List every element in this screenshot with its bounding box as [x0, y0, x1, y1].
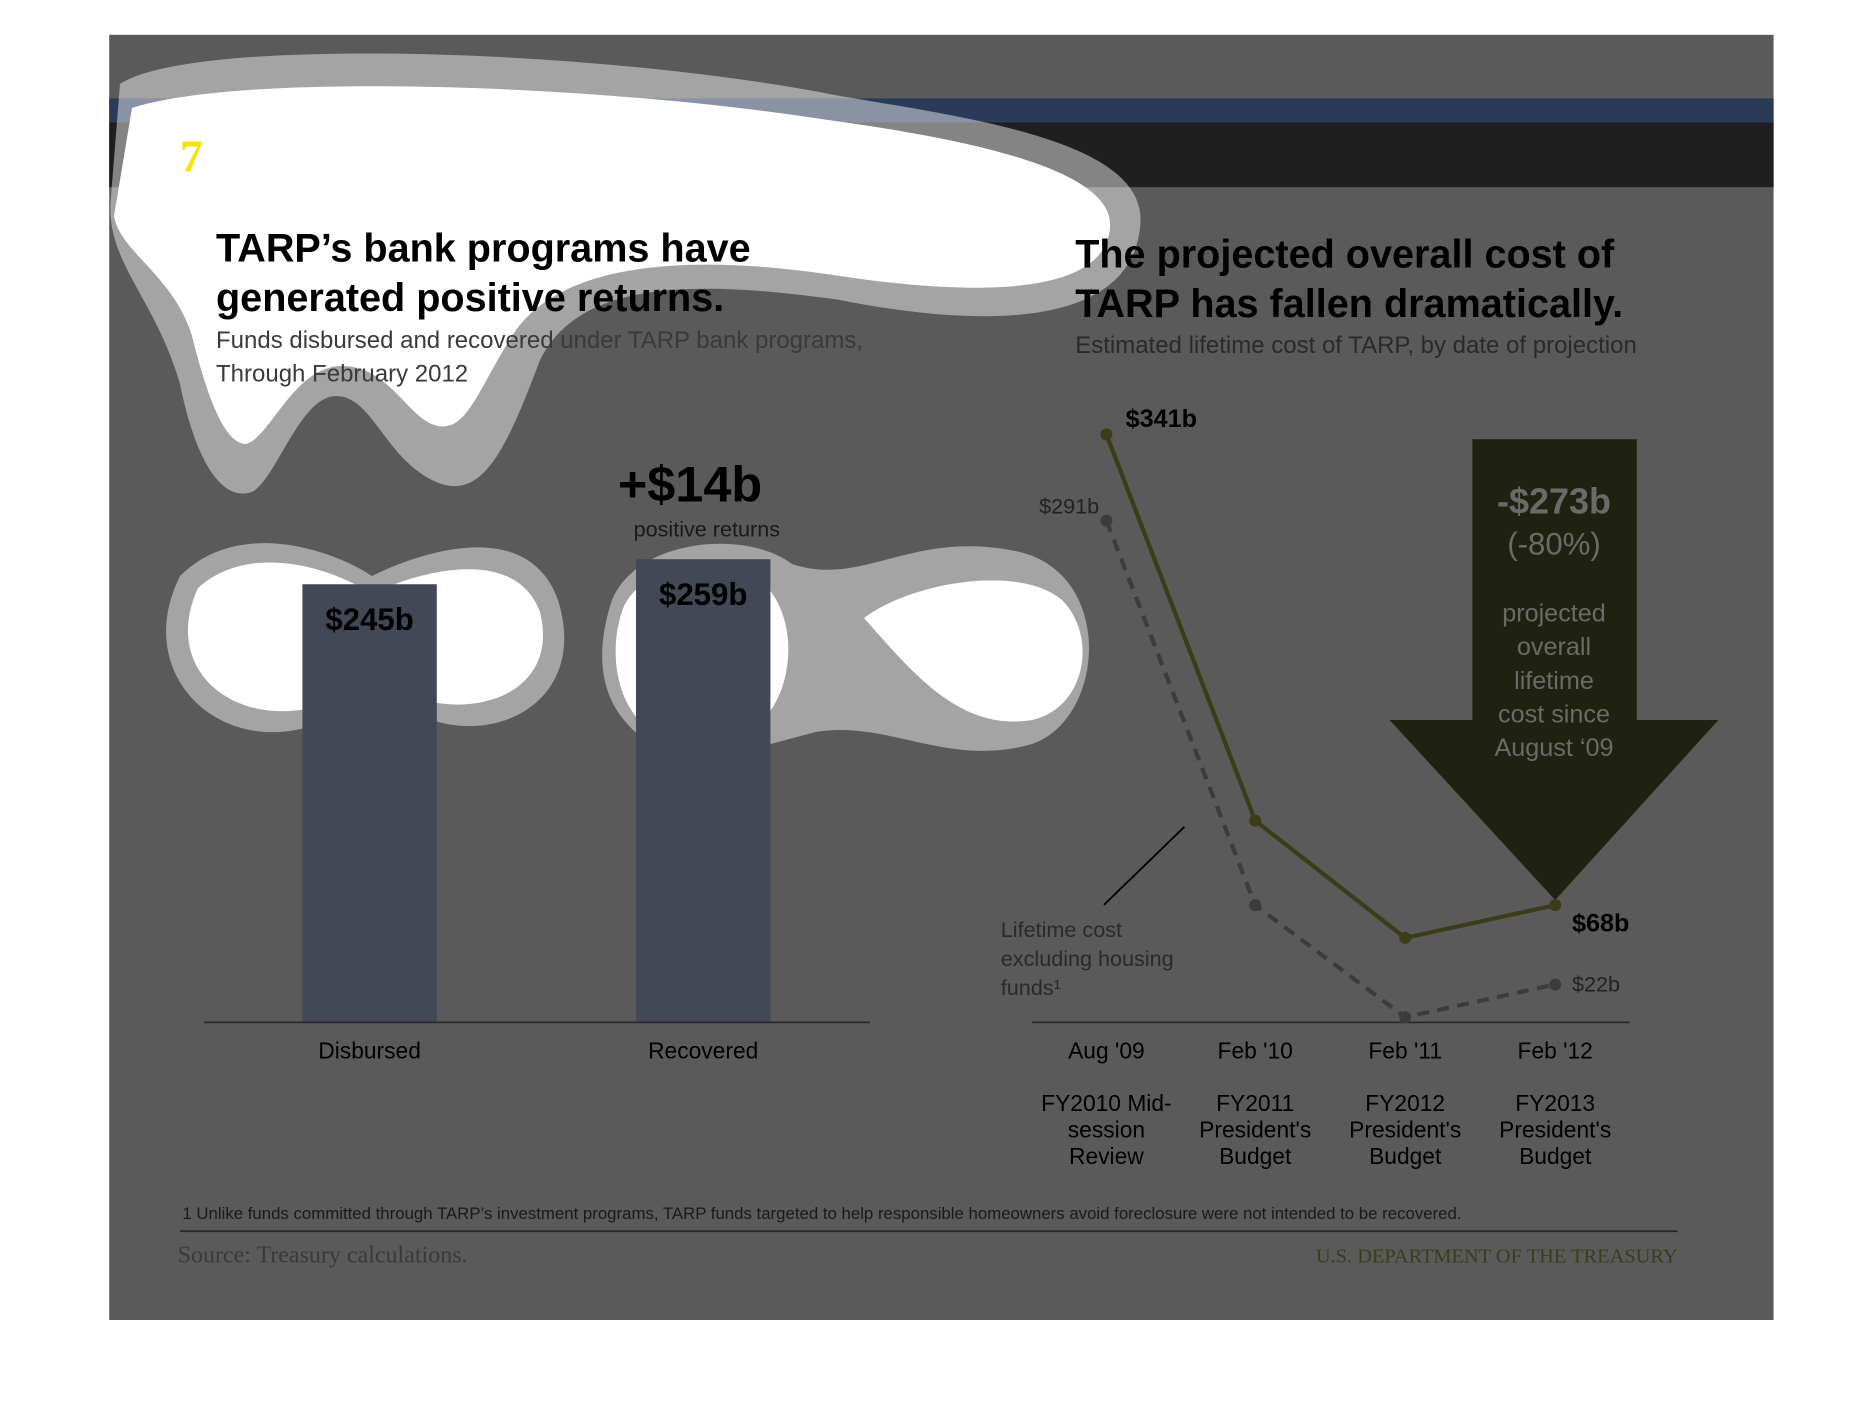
- annotation-value: +$14b: [618, 456, 762, 513]
- chart-subtitle: Through February 2012: [216, 361, 468, 388]
- value-label: $259b: [659, 577, 747, 612]
- agency: U.S. DEPARTMENT OF THE TREASURY: [1316, 1245, 1678, 1267]
- annotation-text: cost since: [1498, 700, 1610, 728]
- footnote: 1 Unlike funds committed through TARP’s …: [182, 1204, 1461, 1223]
- slide-title: The Financial Rescue: [224, 131, 619, 182]
- arrow-annotation: [1389, 439, 1719, 900]
- series-point: [1100, 514, 1113, 527]
- series-point: [1249, 814, 1262, 827]
- series-point: [1399, 931, 1412, 944]
- chart-title: generated positive returns.: [216, 276, 724, 320]
- x-tick-label: Feb '11: [1368, 1037, 1442, 1063]
- series-label: funds¹: [1001, 975, 1061, 1000]
- chart-subtitle: Funds disbursed and recovered under TARP…: [216, 327, 863, 354]
- chart-subtitle: Estimated lifetime cost of TARP, by date…: [1075, 332, 1637, 359]
- blob-core: [114, 86, 1111, 444]
- series-point: [1249, 899, 1262, 912]
- annotation-percent: (-80%): [1507, 526, 1601, 561]
- series-line: [1104, 519, 1556, 1020]
- leader-line: [1103, 826, 1186, 906]
- series-point: [1100, 428, 1113, 441]
- series-label: Lifetime cost: [1001, 917, 1122, 942]
- x-sublabel: Review: [1069, 1143, 1144, 1169]
- x-sublabel: Budget: [1369, 1143, 1442, 1169]
- value-label: $245b: [325, 602, 413, 637]
- chart-title: TARP has fallen dramatically.: [1075, 282, 1623, 326]
- series-point: [1549, 899, 1562, 912]
- series-label: excluding housing: [1001, 946, 1174, 971]
- x-sublabel: President's: [1199, 1117, 1311, 1143]
- section-label: Crisis Response: [180, 105, 303, 122]
- x-tick-label: Disbursed: [318, 1037, 421, 1063]
- x-sublabel: FY2012: [1365, 1090, 1445, 1116]
- x-sublabel: FY2011: [1216, 1090, 1294, 1116]
- x-tick-label: Feb '10: [1218, 1037, 1293, 1063]
- chart-title: TARP’s bank programs have: [216, 227, 751, 271]
- series-line: [1104, 433, 1556, 941]
- x-tick-label: Recovered: [648, 1037, 758, 1063]
- series-point: [1399, 1011, 1412, 1024]
- value-label: $291b: [1039, 493, 1099, 518]
- value-label: $341b: [1126, 405, 1197, 433]
- annotation-value: -$273b: [1497, 481, 1611, 522]
- series-point: [1549, 978, 1562, 991]
- bar: [302, 584, 437, 1023]
- x-sublabel: President's: [1349, 1117, 1461, 1143]
- x-sublabel: Budget: [1519, 1143, 1592, 1169]
- annotation-text: August ‘09: [1494, 734, 1613, 762]
- x-sublabel: FY2013: [1515, 1090, 1595, 1116]
- x-sublabel: President's: [1499, 1117, 1611, 1143]
- x-tick-label: Feb '12: [1518, 1037, 1593, 1063]
- annotation-text: positive returns: [634, 516, 781, 541]
- source: Source: Treasury calculations.: [178, 1242, 468, 1268]
- annotation-text: projected: [1502, 600, 1606, 628]
- value-label: $22b: [1572, 972, 1620, 997]
- x-tick-label: Aug '09: [1068, 1037, 1145, 1063]
- x-sublabel: FY2010 Mid-: [1041, 1090, 1172, 1116]
- x-sublabel: Budget: [1219, 1143, 1292, 1169]
- chart-title: The projected overall cost of: [1075, 233, 1615, 277]
- annotation-text: overall: [1517, 633, 1591, 661]
- blob-core: [864, 580, 1083, 722]
- bar: [636, 559, 771, 1023]
- value-label: $68b: [1572, 910, 1629, 938]
- slide-number: 7: [180, 131, 203, 182]
- x-sublabel: session: [1068, 1117, 1145, 1143]
- annotation-text: lifetime: [1514, 667, 1594, 695]
